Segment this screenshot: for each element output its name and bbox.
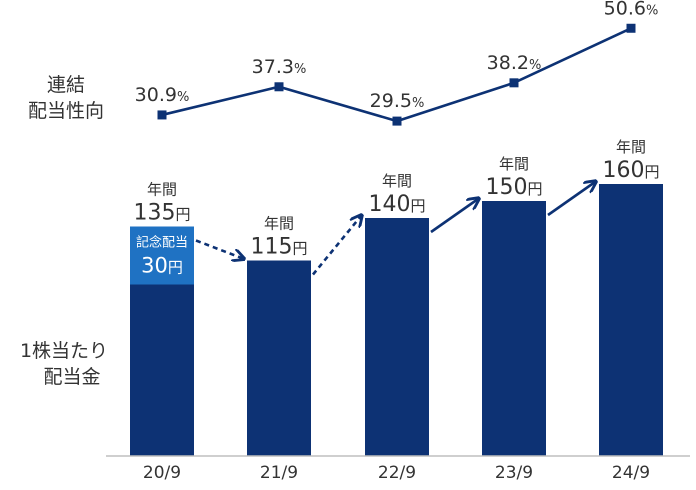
commemorative-unit: 円 bbox=[168, 259, 183, 277]
trend-arrow bbox=[195, 239, 243, 259]
bar-axis-title-2: 配当金 bbox=[43, 366, 100, 388]
payout-ratio-point bbox=[509, 78, 519, 88]
bar-value-label: 160円 bbox=[602, 158, 659, 183]
commemorative-segment bbox=[130, 226, 194, 285]
trend-arrow bbox=[430, 199, 478, 234]
bar-value-label: 150円 bbox=[485, 175, 542, 200]
bar-label-prefix: 年間 bbox=[499, 155, 529, 173]
payout-ratio-unit: % bbox=[177, 90, 189, 105]
line-axis-title-1: 連結 bbox=[47, 74, 85, 96]
line-axis-title-2: 配当性向 bbox=[28, 100, 104, 122]
bar-value-unit: 円 bbox=[292, 240, 307, 258]
x-tick-label: 21/9 bbox=[260, 463, 298, 483]
bar-22-9 bbox=[365, 218, 429, 456]
bar-value-number: 160 bbox=[602, 158, 644, 183]
commemorative-value: 30円 bbox=[141, 254, 183, 278]
payout-ratio-point bbox=[274, 82, 284, 92]
bar-value-unit: 円 bbox=[175, 206, 190, 224]
bar-value-label: 135円 bbox=[133, 201, 190, 226]
bar-value-number: 115 bbox=[250, 235, 292, 260]
x-tick-label: 23/9 bbox=[495, 463, 533, 483]
payout-ratio-unit: % bbox=[294, 62, 306, 77]
payout-ratio-number: 38.2 bbox=[487, 52, 529, 74]
bar-value-label: 140円 bbox=[368, 192, 425, 217]
payout-ratio-number: 50.6 bbox=[604, 0, 646, 19]
bar-value-unit: 円 bbox=[527, 180, 542, 198]
x-tick-label: 20/9 bbox=[143, 463, 181, 483]
bar-23-9 bbox=[482, 201, 546, 456]
trend-arrow bbox=[547, 182, 595, 217]
x-tick-label: 24/9 bbox=[612, 463, 650, 483]
payout-ratio-number: 37.3 bbox=[252, 56, 294, 78]
payout-ratio-point bbox=[392, 116, 402, 126]
bar-value-unit: 円 bbox=[644, 163, 659, 181]
bar-value-unit: 円 bbox=[410, 197, 425, 215]
payout-ratio-number: 29.5 bbox=[370, 90, 412, 112]
payout-ratio-label: 29.5% bbox=[370, 90, 425, 112]
commemorative-label: 記念配当 bbox=[136, 235, 188, 251]
trend-arrow bbox=[311, 216, 361, 276]
bar-label-prefix: 年間 bbox=[264, 215, 294, 233]
payout-ratio-point bbox=[157, 110, 167, 120]
bar-21-9 bbox=[247, 260, 311, 456]
x-tick-label: 22/9 bbox=[378, 463, 416, 483]
bar-value-number: 135 bbox=[133, 201, 175, 226]
bar-axis-title-1: 1株当たり bbox=[20, 340, 108, 362]
payout-ratio-unit: % bbox=[412, 96, 424, 111]
bar-label-prefix: 年間 bbox=[616, 138, 646, 156]
bar-label-prefix: 年間 bbox=[147, 181, 177, 199]
bar-24-9 bbox=[599, 184, 663, 456]
bar-value-number: 140 bbox=[368, 192, 410, 217]
commemorative-number: 30 bbox=[141, 254, 168, 278]
payout-ratio-unit: % bbox=[646, 3, 658, 18]
bar-value-label: 115円 bbox=[250, 235, 307, 260]
payout-ratio-label: 37.3% bbox=[252, 56, 307, 78]
payout-ratio-label: 30.9% bbox=[135, 84, 190, 106]
bar-label-prefix: 年間 bbox=[382, 172, 412, 190]
payout-ratio-label: 50.6% bbox=[604, 0, 659, 19]
payout-ratio-number: 30.9 bbox=[135, 84, 177, 106]
payout-ratio-point bbox=[626, 23, 636, 33]
bar-value-number: 150 bbox=[485, 175, 527, 200]
payout-ratio-unit: % bbox=[529, 58, 541, 73]
payout-ratio-label: 38.2% bbox=[487, 52, 542, 74]
